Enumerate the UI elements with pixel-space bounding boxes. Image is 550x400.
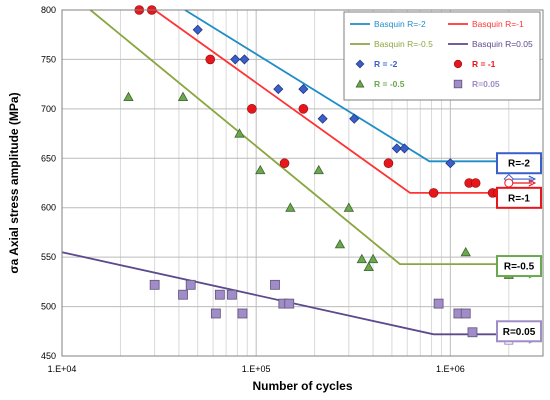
data-markers — [123, 5, 503, 338]
legend-line-label: Basquin R=0.05 — [472, 39, 533, 49]
ratio-box — [496, 255, 542, 278]
triangle-marker — [285, 202, 296, 212]
x-tick-label: 1.E+05 — [242, 364, 271, 374]
legend-box — [343, 11, 541, 101]
square-marker — [284, 298, 295, 309]
y-tick-label: 800 — [41, 5, 56, 15]
square-marker — [227, 289, 237, 300]
basquin-line — [154, 9, 509, 194]
legend-line-label: Basquin R=-1 — [472, 19, 524, 29]
legend-marker-label: R = -1 — [472, 59, 496, 69]
triangle-marker — [234, 128, 245, 138]
ratio-box-label: R=-0.5 — [504, 262, 535, 273]
x-axis-title: Number of cycles — [252, 379, 352, 393]
legend: Basquin R=-2 Basquin R=-1 Basquin R=-0.5 Ba… — [343, 11, 541, 101]
diamond-marker — [391, 143, 402, 154]
basquin-line — [184, 9, 509, 163]
circle-marker — [383, 158, 394, 169]
triangle-marker — [355, 79, 365, 88]
circle-marker — [453, 59, 463, 69]
square-marker — [433, 298, 444, 309]
diamond-marker — [273, 84, 284, 95]
plot-frame — [61, 9, 544, 357]
diamond-marker — [399, 143, 410, 154]
y-tick-label: 700 — [41, 104, 56, 114]
legend-marker-label: R=0.05 — [472, 79, 500, 89]
y-tick-label: 600 — [41, 203, 56, 213]
diamond-marker — [445, 158, 456, 169]
diamond-marker — [355, 59, 365, 69]
diamond-marker — [230, 54, 241, 65]
y-tick-label: 750 — [41, 54, 56, 64]
y-tick-label: 650 — [41, 153, 56, 163]
triangle-marker — [123, 91, 134, 101]
runout-arrow-head — [528, 179, 537, 187]
square-marker — [214, 289, 225, 300]
ratio-box-label: R=-1 — [508, 193, 530, 204]
ratio-box — [496, 320, 542, 343]
legend-line-label: Basquin R=-0.5 — [374, 39, 433, 49]
square-marker — [270, 279, 280, 290]
y-axis-title: σa Axial stress amplitude (MPa) — [7, 92, 21, 273]
square-marker — [185, 279, 196, 290]
diamond-marker — [349, 113, 360, 124]
axis-ticks: 450 500 550 600 650 700 750 800 1.E+04 1.E+05 1.E+… — [41, 5, 465, 374]
diamond-marker — [239, 54, 250, 65]
circle-marker — [247, 104, 257, 114]
runout-markers — [503, 158, 541, 345]
legend-marker-label: R = -2 — [374, 59, 398, 69]
y-tick-label: 550 — [41, 252, 56, 262]
square-marker — [178, 289, 188, 300]
ratio-box-label: R=0.05 — [503, 327, 536, 338]
ratio-box — [496, 186, 542, 209]
circle-marker — [279, 158, 290, 169]
diamond-marker — [317, 113, 328, 124]
square-marker — [467, 327, 478, 338]
triangle-marker — [343, 202, 355, 212]
runout-circle-marker — [504, 178, 514, 188]
ratio-box-labels: R=-2 R=-1 R=-0.5 R=0.05 — [496, 152, 542, 343]
triangle-marker — [334, 238, 346, 249]
square-marker — [453, 79, 463, 89]
circle-marker — [470, 178, 481, 188]
ratio-box-label: R=-2 — [508, 159, 530, 170]
diamond-marker — [192, 24, 203, 35]
triangle-marker — [460, 246, 471, 257]
square-marker — [149, 279, 160, 290]
legend-marker-label: R = -0.5 — [374, 79, 405, 89]
triangle-marker — [313, 164, 324, 175]
y-tick-label: 450 — [41, 351, 56, 361]
x-tick-label: 1.E+06 — [436, 364, 465, 374]
square-marker — [210, 308, 221, 319]
circle-marker — [298, 104, 309, 114]
circle-marker — [205, 54, 216, 65]
triangle-marker — [177, 91, 189, 101]
circle-marker — [428, 188, 439, 198]
triangle-marker — [356, 253, 368, 264]
x-tick-label: 1.E+04 — [48, 364, 77, 374]
diamond-marker — [298, 84, 309, 95]
y-tick-label: 500 — [41, 302, 56, 312]
square-marker — [460, 308, 471, 319]
legend-line-label: Basquin R=-2 — [374, 19, 426, 29]
basquin-line — [61, 251, 509, 336]
triangle-marker — [367, 253, 379, 264]
triangle-marker — [363, 261, 374, 272]
basquin-lines — [61, 9, 509, 336]
basquin-line — [89, 9, 509, 266]
triangle-marker — [255, 164, 266, 175]
square-marker — [237, 308, 248, 319]
ratio-box — [496, 152, 542, 175]
